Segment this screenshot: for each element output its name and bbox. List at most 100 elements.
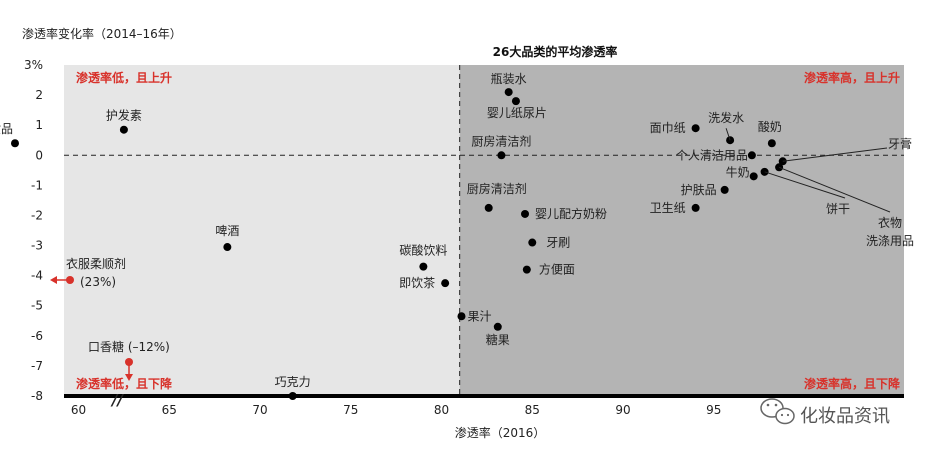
data-point-label: 婴儿纸尿片 <box>487 106 547 120</box>
data-point-group: 婴儿配方奶粉 <box>521 206 607 221</box>
data-point-group: 护肤品 <box>681 182 729 197</box>
y-tick-label: -8 <box>31 389 43 403</box>
data-point-label: 洗涤用品 <box>866 234 914 248</box>
data-point-group: 护发素 <box>106 108 142 134</box>
data-point-group: 洗发水 <box>708 110 744 145</box>
outlier-fabric-softener: 衣服柔顺剂 (23%) <box>50 256 126 289</box>
y-tick-label: 3% <box>24 58 43 72</box>
data-point-group: 牛奶 <box>726 164 758 181</box>
data-point-group: 化妆品 <box>0 122 19 148</box>
data-point <box>720 185 729 194</box>
low-penetration-region <box>64 65 460 396</box>
data-point-label: 即饮茶 <box>399 275 435 290</box>
y-tick-label: -4 <box>31 269 43 283</box>
x-axis-title: 渗透率（2016） <box>455 425 546 440</box>
watermark: 化妆品资讯 <box>760 398 890 427</box>
data-point-group: 啤酒 <box>215 223 239 252</box>
data-point <box>521 209 530 218</box>
data-point <box>522 265 531 274</box>
data-point-group: 牙刷 <box>528 236 570 250</box>
y-tick-label: -5 <box>31 299 43 313</box>
data-point-label: 方便面 <box>539 262 575 277</box>
data-point <box>767 139 776 148</box>
quadrant-label-bottom-left: 渗透率低，且下降 <box>76 376 173 391</box>
outlier-point <box>66 276 74 284</box>
quadrant-label-top-left: 渗透率低，且上升 <box>76 70 172 85</box>
x-tick-label: 80 <box>434 403 449 417</box>
data-point-group: 酸奶 <box>758 119 782 148</box>
y-tick-label: 0 <box>35 148 43 162</box>
data-point <box>497 151 506 160</box>
data-point-label: 衣物 <box>878 215 902 230</box>
data-point <box>749 172 758 181</box>
data-point <box>419 262 428 271</box>
x-tick-label: 85 <box>525 403 540 417</box>
data-point-label: 护肤品 <box>681 182 717 197</box>
data-point <box>747 151 756 160</box>
data-point-group: 婴儿纸尿片 <box>487 97 547 120</box>
data-point-group: 果汁 <box>457 309 492 323</box>
y-tick-label: -6 <box>31 329 43 343</box>
data-point-group: 糖果 <box>486 322 510 347</box>
data-point-group: 厨房清洁剂 <box>471 133 531 160</box>
outlier-chewing-gum: 口香糖 (–12%) <box>88 339 170 381</box>
x-tick-label: 95 <box>706 403 721 417</box>
watermark-text: 化妆品资讯 <box>800 406 890 427</box>
data-point-group: 卫生纸 <box>650 201 700 215</box>
x-tick-label: 70 <box>252 403 267 417</box>
data-point-label: 巧克力 <box>275 375 311 389</box>
x-tick-label: 60 <box>71 403 86 417</box>
data-point-label: 婴儿配方奶粉 <box>535 206 607 221</box>
data-point-label: 饼干 <box>826 202 850 216</box>
data-point-label: 牛奶 <box>726 164 750 179</box>
high-penetration-region <box>459 65 904 396</box>
y-axis-title: 渗透率变化率（2014–16年） <box>22 26 182 41</box>
data-point-label: 碳酸饮料 <box>399 243 447 258</box>
quadrant-label-top-right: 渗透率高，且上升 <box>804 70 900 85</box>
data-point-label: 瓶装水 <box>491 72 527 86</box>
data-point-label: 啤酒 <box>215 223 239 238</box>
x-tick-label: 65 <box>162 403 177 417</box>
data-point-group: 碳酸饮料 <box>399 243 447 271</box>
y-tick-label: -2 <box>31 208 43 222</box>
data-point-label: 护发素 <box>106 108 142 123</box>
quadrant-label-bottom-right: 渗透率高，且下降 <box>804 376 901 391</box>
data-point-group: 厨房清洁剂 <box>467 181 527 212</box>
data-point <box>504 88 513 97</box>
data-point <box>441 279 450 288</box>
y-tick-label: -7 <box>31 359 43 373</box>
data-point-label: 化妆品 <box>0 122 13 136</box>
y-tick-label: -3 <box>31 239 43 253</box>
data-point <box>457 312 466 321</box>
x-axis-ticks: 60 65 70 75 80 85 90 95 <box>71 403 722 417</box>
data-point-group: 即饮茶 <box>399 275 450 290</box>
axis-break-mark: // <box>110 391 124 409</box>
wechat-icon <box>760 398 795 425</box>
y-axis-ticks: 3% 2 1 0 -1 -2 -3 -4 -5 -6 -7 -8 <box>24 58 43 403</box>
y-tick-label: -1 <box>31 178 43 192</box>
data-point <box>10 139 19 148</box>
data-point-label: 牙膏 <box>888 136 912 151</box>
data-point <box>493 322 502 331</box>
outlier-label: 衣服柔顺剂 <box>66 256 126 271</box>
arrow-left-icon <box>50 276 57 284</box>
x-tick-label: 75 <box>343 403 358 417</box>
data-point-label: 洗发水 <box>708 110 744 125</box>
data-point-group: 方便面 <box>522 262 575 277</box>
data-point <box>119 125 128 134</box>
outlier-value-label: (23%) <box>80 275 116 289</box>
data-point-label: 厨房清洁剂 <box>467 181 527 196</box>
chart-title: 26大品类的平均渗透率 <box>493 44 618 59</box>
data-point-label: 酸奶 <box>758 119 782 134</box>
data-point-label: 厨房清洁剂 <box>471 133 531 148</box>
data-point-label: 面巾纸 <box>650 121 686 135</box>
data-point <box>691 203 700 212</box>
outlier-label: 口香糖 (–12%) <box>88 339 170 354</box>
data-point-label: 糖果 <box>486 332 510 347</box>
data-points: 化妆品护发素啤酒碳酸饮料即饮茶果汁糖果巧克力瓶装水婴儿纸尿片厨房清洁剂厨房清洁剂… <box>0 72 914 400</box>
data-point-group: 面巾纸 <box>650 121 700 135</box>
data-point <box>528 238 537 247</box>
data-point-group: 巧克力 <box>275 375 311 400</box>
